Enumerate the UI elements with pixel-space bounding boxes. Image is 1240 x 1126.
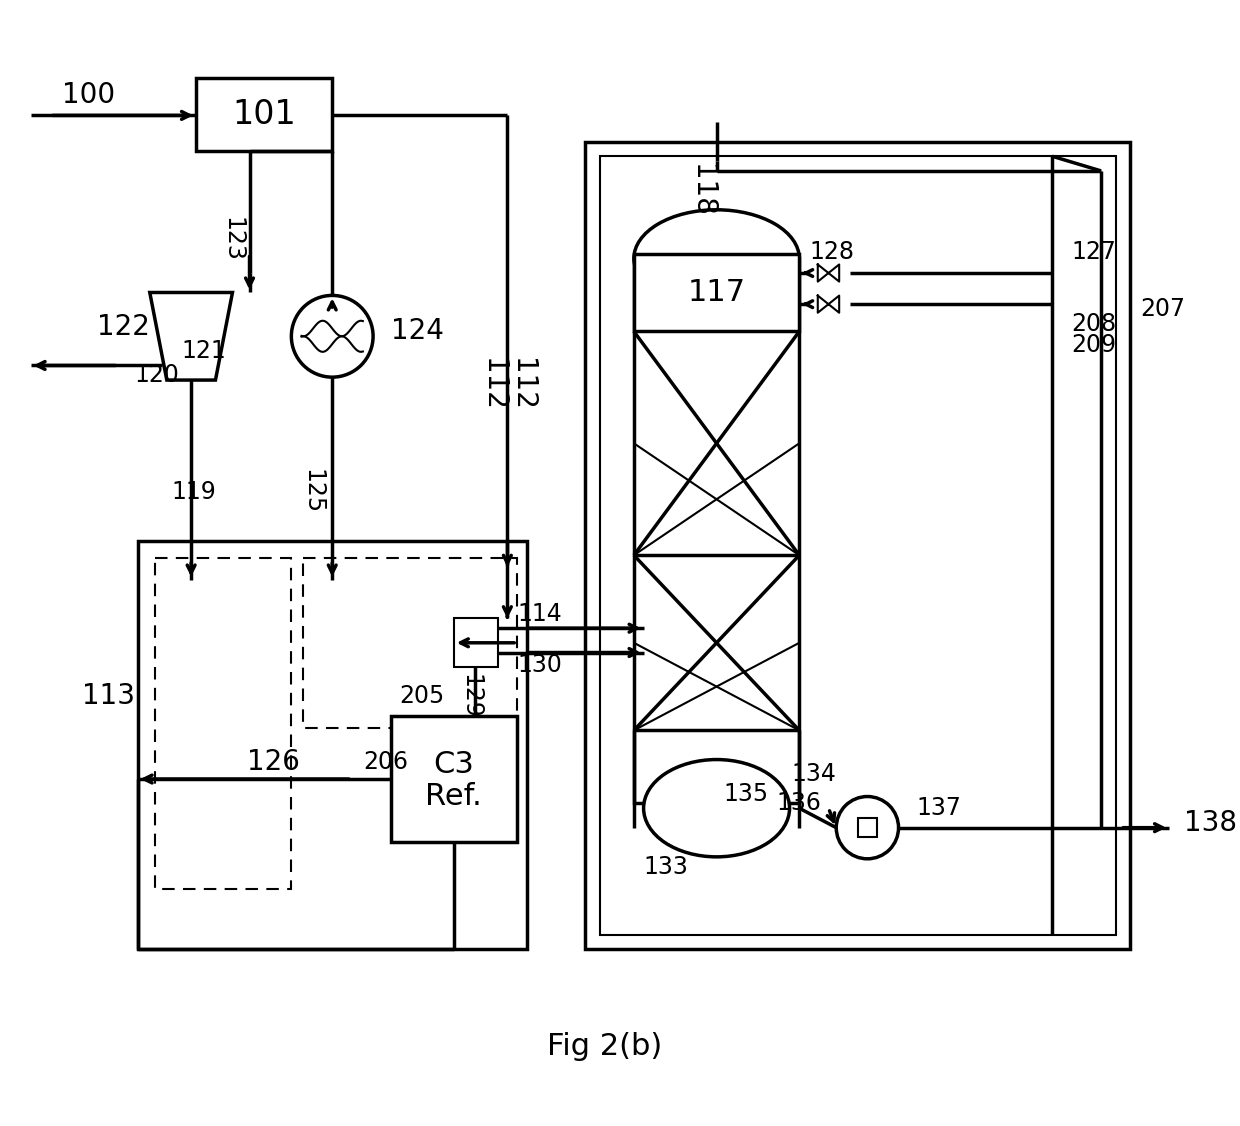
Ellipse shape [644,760,790,857]
Text: 138: 138 [1184,808,1236,837]
Text: 125: 125 [301,470,325,515]
Text: 119: 119 [171,480,217,504]
Bar [303,558,517,729]
Text: 127: 127 [1071,240,1116,263]
Text: 206: 206 [363,750,408,774]
Bar [585,142,1130,949]
Text: Ref.: Ref. [425,783,482,811]
Text: 122: 122 [97,313,150,340]
Text: 112: 112 [508,358,536,411]
Bar [634,259,800,803]
Bar [138,540,527,949]
Text: 126: 126 [248,748,300,776]
Text: 205: 205 [399,685,444,708]
Text: 113: 113 [82,682,135,711]
Text: 120: 120 [135,364,180,387]
Bar [634,253,800,331]
Bar [600,157,1116,935]
Text: 208: 208 [1071,312,1117,336]
Text: 101: 101 [232,98,296,132]
Text: 128: 128 [808,240,854,263]
Bar [858,817,877,838]
Bar [391,716,517,842]
Text: 137: 137 [916,796,961,820]
Bar [196,79,332,151]
Text: 133: 133 [644,855,688,878]
Text: 123: 123 [219,216,244,261]
Text: 117: 117 [687,278,745,307]
Text: 124: 124 [391,318,444,346]
Text: 118: 118 [688,164,715,217]
Text: 207: 207 [1140,297,1185,321]
Text: 130: 130 [517,653,562,677]
Circle shape [836,796,899,859]
Text: Fig 2(b): Fig 2(b) [547,1033,662,1061]
Text: 100: 100 [62,81,115,109]
Text: 129: 129 [459,673,482,718]
Text: 135: 135 [723,781,768,805]
Text: 209: 209 [1071,333,1117,357]
Bar [155,558,291,888]
Ellipse shape [634,209,800,307]
Bar [454,618,497,667]
Text: 134: 134 [791,762,836,786]
Text: 121: 121 [181,339,226,363]
Text: 136: 136 [776,792,822,815]
Text: C3: C3 [434,750,474,779]
Text: 114: 114 [517,601,562,626]
Text: 112: 112 [479,358,507,411]
